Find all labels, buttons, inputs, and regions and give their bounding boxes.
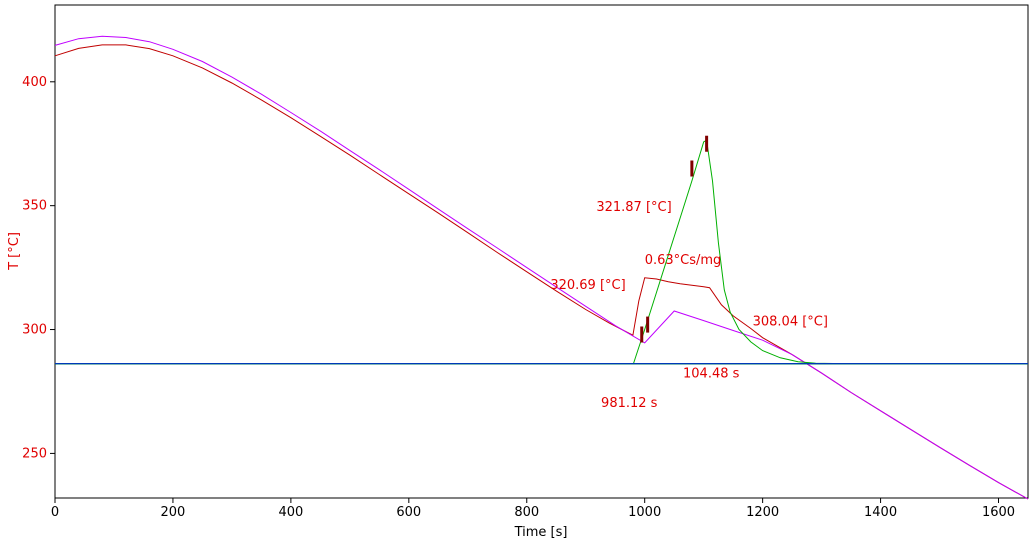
series-line-0 bbox=[54, 44, 1029, 500]
y-tick-label: 400 bbox=[22, 75, 47, 90]
y-axis-title: T [°C] bbox=[7, 232, 22, 271]
y-tick-label: 250 bbox=[22, 446, 47, 461]
x-tick-label: 400 bbox=[278, 505, 303, 520]
x-tick-label: 600 bbox=[396, 505, 421, 520]
series-layer bbox=[54, 35, 1029, 500]
annotation-1: 0.63°Cs/mg bbox=[645, 253, 722, 268]
x-tick-label: 200 bbox=[161, 505, 186, 520]
x-tick-label: 1000 bbox=[628, 505, 661, 520]
y-axis: 250 300 350 400 bbox=[22, 75, 55, 461]
annotation-0: 321.87 [°C] bbox=[596, 200, 671, 215]
annotation-3: 308.04 [°C] bbox=[753, 315, 828, 330]
x-tick-label: 0 bbox=[51, 505, 59, 520]
annotation-4: 104.48 s bbox=[683, 367, 740, 382]
annotation-2: 320.69 [°C] bbox=[550, 278, 625, 293]
x-axis: 0 200 400 600 800 1000 1200 1400 1600 bbox=[51, 498, 1015, 520]
annotation-5: 981.12 s bbox=[601, 396, 658, 411]
peak-marker-1 bbox=[646, 316, 650, 333]
series-line-2 bbox=[55, 139, 1028, 364]
x-tick-label: 1600 bbox=[982, 505, 1015, 520]
x-tick-label: 800 bbox=[514, 505, 539, 520]
marker-layer bbox=[640, 135, 709, 343]
peak-marker-3 bbox=[705, 135, 709, 152]
annotation-layer: 321.87 [°C] 0.63°Cs/mg 320.69 [°C] 308.04 [… bbox=[550, 200, 828, 411]
y-tick-label: 350 bbox=[22, 199, 47, 214]
x-tick-label: 1200 bbox=[746, 505, 779, 520]
plot-frame bbox=[54, 4, 1029, 499]
y-tick-label: 300 bbox=[22, 323, 47, 338]
series-line-1 bbox=[54, 35, 1029, 500]
peak-marker-2 bbox=[690, 160, 694, 177]
x-axis-title: Time [s] bbox=[514, 525, 568, 540]
x-tick-label: 1400 bbox=[864, 505, 897, 520]
peak-marker-0 bbox=[640, 326, 644, 343]
